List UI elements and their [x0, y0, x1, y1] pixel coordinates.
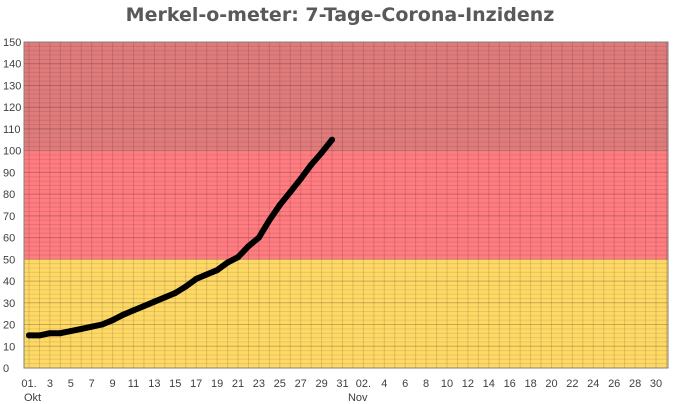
series-layer — [26, 136, 336, 339]
x-tick-label: 28 — [629, 378, 641, 390]
y-tick-label: 20 — [3, 320, 15, 332]
x-tick-label: 18 — [524, 378, 536, 390]
x-tick-label: 01. — [21, 378, 36, 390]
x-tick-label: 11 — [128, 378, 139, 390]
x-tick-label: 12 — [462, 378, 474, 390]
data-point — [130, 307, 137, 314]
data-point — [57, 330, 64, 337]
x-tick-label: 16 — [504, 378, 516, 390]
x-tick-label: 27 — [295, 378, 307, 390]
x-tick-label: 8 — [423, 378, 429, 390]
data-point — [255, 234, 262, 241]
data-point — [318, 149, 325, 156]
y-tick-label: 130 — [3, 80, 21, 92]
x-tick-label: 14 — [483, 378, 495, 390]
data-point — [297, 175, 304, 182]
y-tick-label: 110 — [3, 124, 21, 136]
y-tick-label: 60 — [3, 233, 15, 245]
x-tick-label: 3 — [47, 378, 53, 390]
x-tick-label: 5 — [68, 378, 74, 390]
x-tick-label: 20 — [545, 378, 557, 390]
x-tick-label: 10 — [441, 378, 453, 390]
x-tick-label: 19 — [211, 378, 223, 390]
month-labels: Okt Nov — [24, 392, 368, 404]
y-tick-label: 120 — [3, 102, 21, 114]
data-point — [308, 161, 315, 168]
plot-border — [23, 41, 669, 369]
x-tick-label: 13 — [148, 378, 160, 390]
x-axis-ticks: 01. 3 5 7 9 11 13 15 17 19 21 23 25 27 29 31 02. 4 6 8 10 12 1… — [21, 378, 662, 390]
y-tick-label: 150 — [3, 37, 21, 49]
chart-title: Merkel-o-meter: 7-Tage-Corona-Inzidenz — [125, 4, 555, 26]
x-tick-label: 4 — [381, 378, 387, 390]
band-2 — [24, 42, 668, 151]
data-point — [88, 323, 95, 330]
data-point — [266, 217, 273, 224]
y-tick-label: 100 — [3, 146, 21, 158]
x-tick-label: 21 — [232, 378, 244, 390]
y-tick-label: 30 — [3, 298, 15, 310]
y-tick-label: 140 — [3, 59, 21, 71]
data-point — [287, 188, 294, 195]
y-axis-ticks: 0 10 20 30 40 50 60 70 80 90 100 110 120 130 140 150 — [3, 37, 21, 375]
y-tick-label: 80 — [3, 189, 15, 201]
x-tick-label: 30 — [650, 378, 662, 390]
x-tick-label: 23 — [253, 378, 265, 390]
x-tick-label: 17 — [190, 378, 202, 390]
month-label: Nov — [348, 392, 368, 404]
y-tick-label: 40 — [3, 276, 15, 288]
data-point — [182, 283, 189, 290]
y-tick-label: 10 — [3, 341, 15, 353]
data-point — [26, 332, 32, 339]
x-tick-label: 24 — [587, 378, 599, 390]
x-tick-label: 15 — [169, 378, 181, 390]
data-point — [329, 136, 336, 143]
data-point — [120, 311, 127, 318]
data-point — [214, 267, 221, 274]
x-tick-label: 31 — [336, 378, 348, 390]
data-point — [235, 254, 241, 261]
band-1 — [24, 150, 668, 260]
data-point — [172, 290, 179, 297]
x-tick-label: 25 — [274, 378, 286, 390]
data-point — [245, 243, 252, 250]
data-point — [203, 271, 210, 278]
x-tick-label: 22 — [566, 378, 578, 390]
data-point — [140, 303, 147, 310]
data-point — [161, 294, 168, 301]
data-point — [109, 317, 116, 324]
x-tick-label: 26 — [608, 378, 620, 390]
x-tick-label: 02. — [356, 378, 371, 390]
data-point — [36, 332, 43, 339]
x-tick-label: 29 — [315, 378, 327, 390]
data-point — [193, 275, 200, 282]
data-point — [46, 330, 53, 337]
y-tick-label: 90 — [3, 167, 15, 179]
y-tick-label: 0 — [3, 363, 9, 375]
data-point — [78, 325, 85, 332]
month-label: Okt — [24, 392, 41, 404]
data-point — [224, 259, 231, 266]
y-tick-label: 70 — [3, 211, 15, 223]
x-tick-label: 6 — [402, 378, 408, 390]
data-point — [99, 321, 106, 328]
data-point — [276, 202, 283, 208]
y-tick-label: 50 — [3, 254, 15, 266]
x-tick-label: 9 — [110, 378, 116, 390]
x-tick-label: 7 — [89, 378, 95, 390]
data-point — [151, 298, 158, 305]
data-point — [67, 328, 74, 335]
